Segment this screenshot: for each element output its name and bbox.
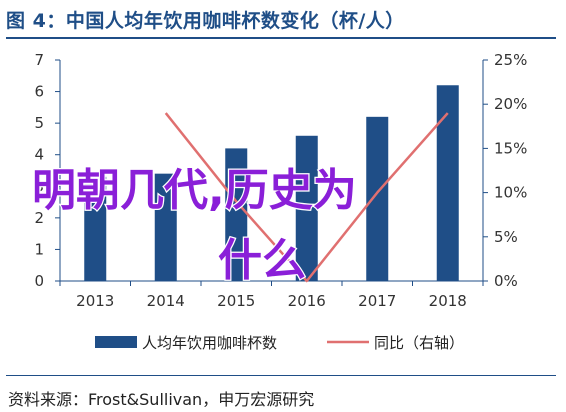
legend-bar-swatch bbox=[95, 336, 137, 348]
bar bbox=[154, 173, 177, 281]
line-series bbox=[164, 112, 449, 283]
x-tick-label: 2018 bbox=[429, 292, 467, 310]
chart-title: 图 4：中国人均年饮用咖啡杯数变化（杯/人） bbox=[6, 10, 405, 32]
bar bbox=[436, 85, 459, 281]
legend-bar-label: 人均年饮用咖啡杯数 bbox=[142, 334, 277, 352]
x-tick-label: 2014 bbox=[147, 292, 185, 310]
bar bbox=[84, 176, 107, 281]
right-tick-label: 0% bbox=[494, 272, 518, 290]
bar bbox=[225, 148, 248, 281]
title-underline bbox=[6, 37, 556, 39]
legend: 人均年饮用咖啡杯数 同比（右轴） bbox=[95, 334, 464, 352]
right-tick-label: 15% bbox=[494, 139, 527, 157]
yoy-line bbox=[164, 112, 449, 283]
left-tick-label: 6 bbox=[34, 83, 44, 101]
x-tick-label: 2013 bbox=[76, 292, 114, 310]
left-tick-label: 2 bbox=[34, 209, 44, 227]
right-tick-label: 10% bbox=[494, 184, 527, 202]
bar bbox=[295, 135, 318, 281]
overlay-text-line-1: 明朝几代,历史为 bbox=[32, 165, 357, 216]
x-tick-label: 2017 bbox=[358, 292, 396, 310]
right-tick-label: 25% bbox=[494, 51, 527, 69]
right-tick-label: 20% bbox=[494, 95, 527, 113]
left-tick-label: 1 bbox=[34, 240, 44, 258]
source-divider bbox=[6, 375, 556, 376]
x-tick-label: 2015 bbox=[217, 292, 255, 310]
overlay-text-line-2: 什么 bbox=[218, 235, 306, 286]
legend-line-label: 同比（右轴） bbox=[374, 334, 464, 352]
bar-series bbox=[84, 85, 459, 281]
left-tick-label: 4 bbox=[34, 146, 44, 164]
left-tick-label: 0 bbox=[34, 272, 44, 290]
source-note: 资料来源：Frost&Sullivan，申万宏源研究 bbox=[8, 390, 315, 409]
axes: 0 1 2 3 4 5 6 7 0% 5% 10% 15% 20% 25% 2013 2014 2015 2016… bbox=[34, 51, 527, 310]
left-tick-label: 7 bbox=[34, 51, 44, 69]
left-tick-label: 3 bbox=[34, 177, 44, 195]
right-tick-label: 5% bbox=[494, 228, 518, 246]
bar bbox=[366, 116, 389, 281]
left-tick-label: 5 bbox=[34, 114, 44, 132]
x-tick-label: 2016 bbox=[288, 292, 326, 310]
